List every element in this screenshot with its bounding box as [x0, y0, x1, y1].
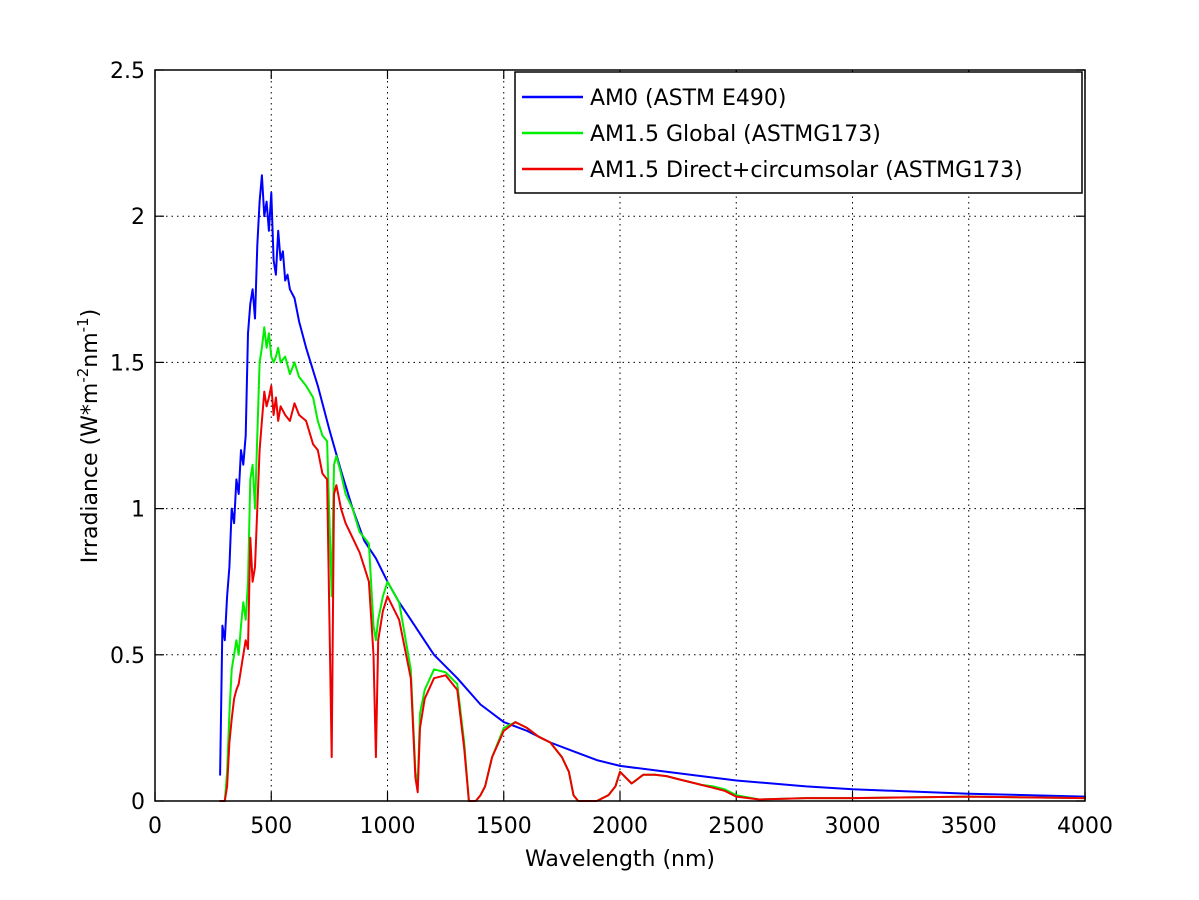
x-tick-label: 2500	[708, 814, 764, 839]
x-tick-label: 0	[148, 814, 162, 839]
y-axis-label-sup2: -1	[74, 317, 92, 332]
y-axis-label-sup1: -2	[74, 368, 92, 383]
y-tick-label: 2.5	[110, 59, 145, 84]
legend-label-3: AM1.5 Direct+circumsolar (ASTMG173)	[590, 158, 1023, 183]
x-tick-label: 3500	[941, 814, 997, 839]
legend-label-2: AM1.5 Global (ASTMG173)	[590, 122, 881, 147]
tick-labels: 0 500 1000 1500 2000 2500 3000 3500 4000 0 0.5 1 1.5…	[110, 59, 1113, 839]
legend-label-1: AM0 (ASTM E490)	[590, 86, 787, 111]
x-tick-label: 1000	[360, 814, 416, 839]
x-tick-label: 1500	[476, 814, 532, 839]
y-tick-label: 0.5	[110, 644, 145, 669]
x-axis-label: Wavelength (nm)	[525, 847, 715, 872]
legend-box	[514, 71, 1083, 194]
x-tick-label: 2000	[592, 814, 648, 839]
y-tick-label: 2	[131, 205, 145, 230]
plot-frame	[154, 69, 1086, 802]
y-tick-label: 1.5	[110, 351, 145, 376]
y-axis-label: Irradiance (W*m-2nm-1)	[74, 309, 103, 563]
x-tick-label: 3000	[825, 814, 881, 839]
y-axis-label-base: Irradiance (W*m	[78, 383, 103, 564]
legend: AM0 (ASTM E490) AM1.5 Global (ASTMG173) AM…	[514, 71, 1083, 194]
series-group	[219, 174, 1086, 802]
y-axis-label-end: )	[78, 309, 103, 318]
y-tick-label: 0	[131, 790, 145, 815]
y-axis-label-mid: nm	[78, 332, 103, 367]
x-tick-label: 4000	[1057, 814, 1113, 839]
series-line-3	[219, 384, 1086, 802]
y-tick-label: 1	[131, 498, 145, 523]
x-tick-label: 500	[250, 814, 292, 839]
